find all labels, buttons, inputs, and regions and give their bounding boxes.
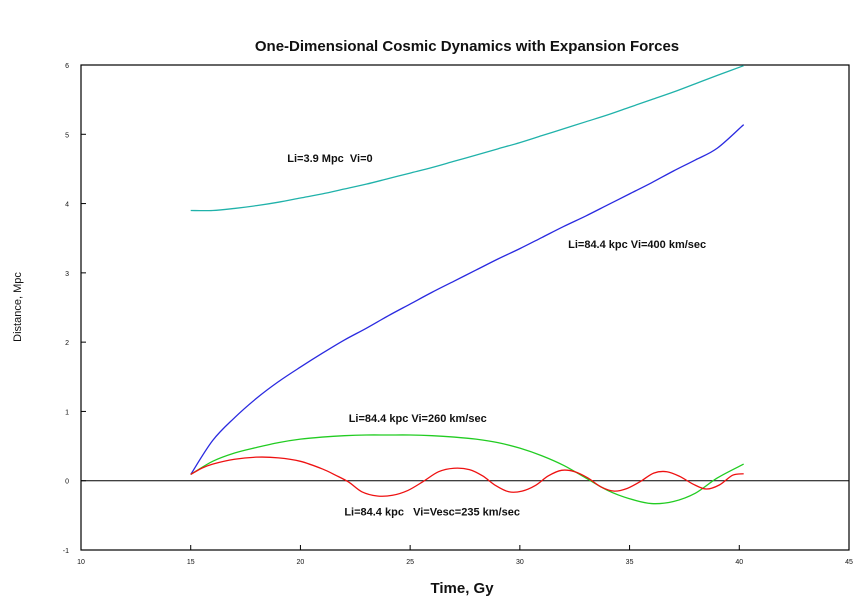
y-tick-label: 3 bbox=[65, 271, 69, 278]
x-tick-label: 30 bbox=[516, 559, 524, 566]
series-line-3 bbox=[190, 434, 744, 505]
annotations: Li=3.9 Mpc Vi=0 Li=84.4 kpc Vi=400 km/sec… bbox=[287, 153, 706, 518]
series-line-2 bbox=[190, 124, 745, 475]
y-axis-label: Distance, Mpc bbox=[12, 272, 24, 342]
series-annotation-3: Li=84.4 kpc Vi=260 km/sec bbox=[349, 413, 487, 425]
y-tick-label: 2 bbox=[65, 340, 69, 347]
x-tick-label: 45 bbox=[845, 559, 853, 566]
y-tick-label: 4 bbox=[65, 202, 69, 209]
plot-frame bbox=[80, 64, 850, 551]
y-axis-ticks: -1 0 1 2 3 4 5 6 bbox=[63, 63, 86, 555]
x-tick-label: 15 bbox=[187, 559, 195, 566]
x-tick-label: 25 bbox=[406, 559, 414, 566]
series-group bbox=[190, 65, 745, 505]
y-tick-label: -1 bbox=[63, 548, 69, 555]
y-tick-label: 0 bbox=[65, 479, 69, 486]
series-line-4 bbox=[190, 456, 744, 497]
x-tick-label: 10 bbox=[77, 559, 85, 566]
y-tick-label: 6 bbox=[65, 63, 69, 70]
series-annotation-4: Li=84.4 kpc Vi=Vesc=235 km/sec bbox=[344, 506, 520, 518]
chart-title: One-Dimensional Cosmic Dynamics with Exp… bbox=[255, 38, 679, 55]
y-tick-label: 5 bbox=[65, 132, 69, 139]
x-tick-label: 35 bbox=[626, 559, 634, 566]
series-line-1 bbox=[190, 65, 744, 212]
series-annotation-1: Li=3.9 Mpc Vi=0 bbox=[287, 153, 372, 165]
y-tick-label: 1 bbox=[65, 409, 69, 416]
x-axis-ticks: 10 15 20 25 30 35 40 45 bbox=[77, 545, 853, 566]
x-tick-label: 20 bbox=[297, 559, 305, 566]
x-tick-label: 40 bbox=[735, 559, 743, 566]
series-annotation-2: Li=84.4 kpc Vi=400 km/sec bbox=[568, 239, 706, 251]
x-axis-label: Time, Gy bbox=[430, 580, 494, 597]
